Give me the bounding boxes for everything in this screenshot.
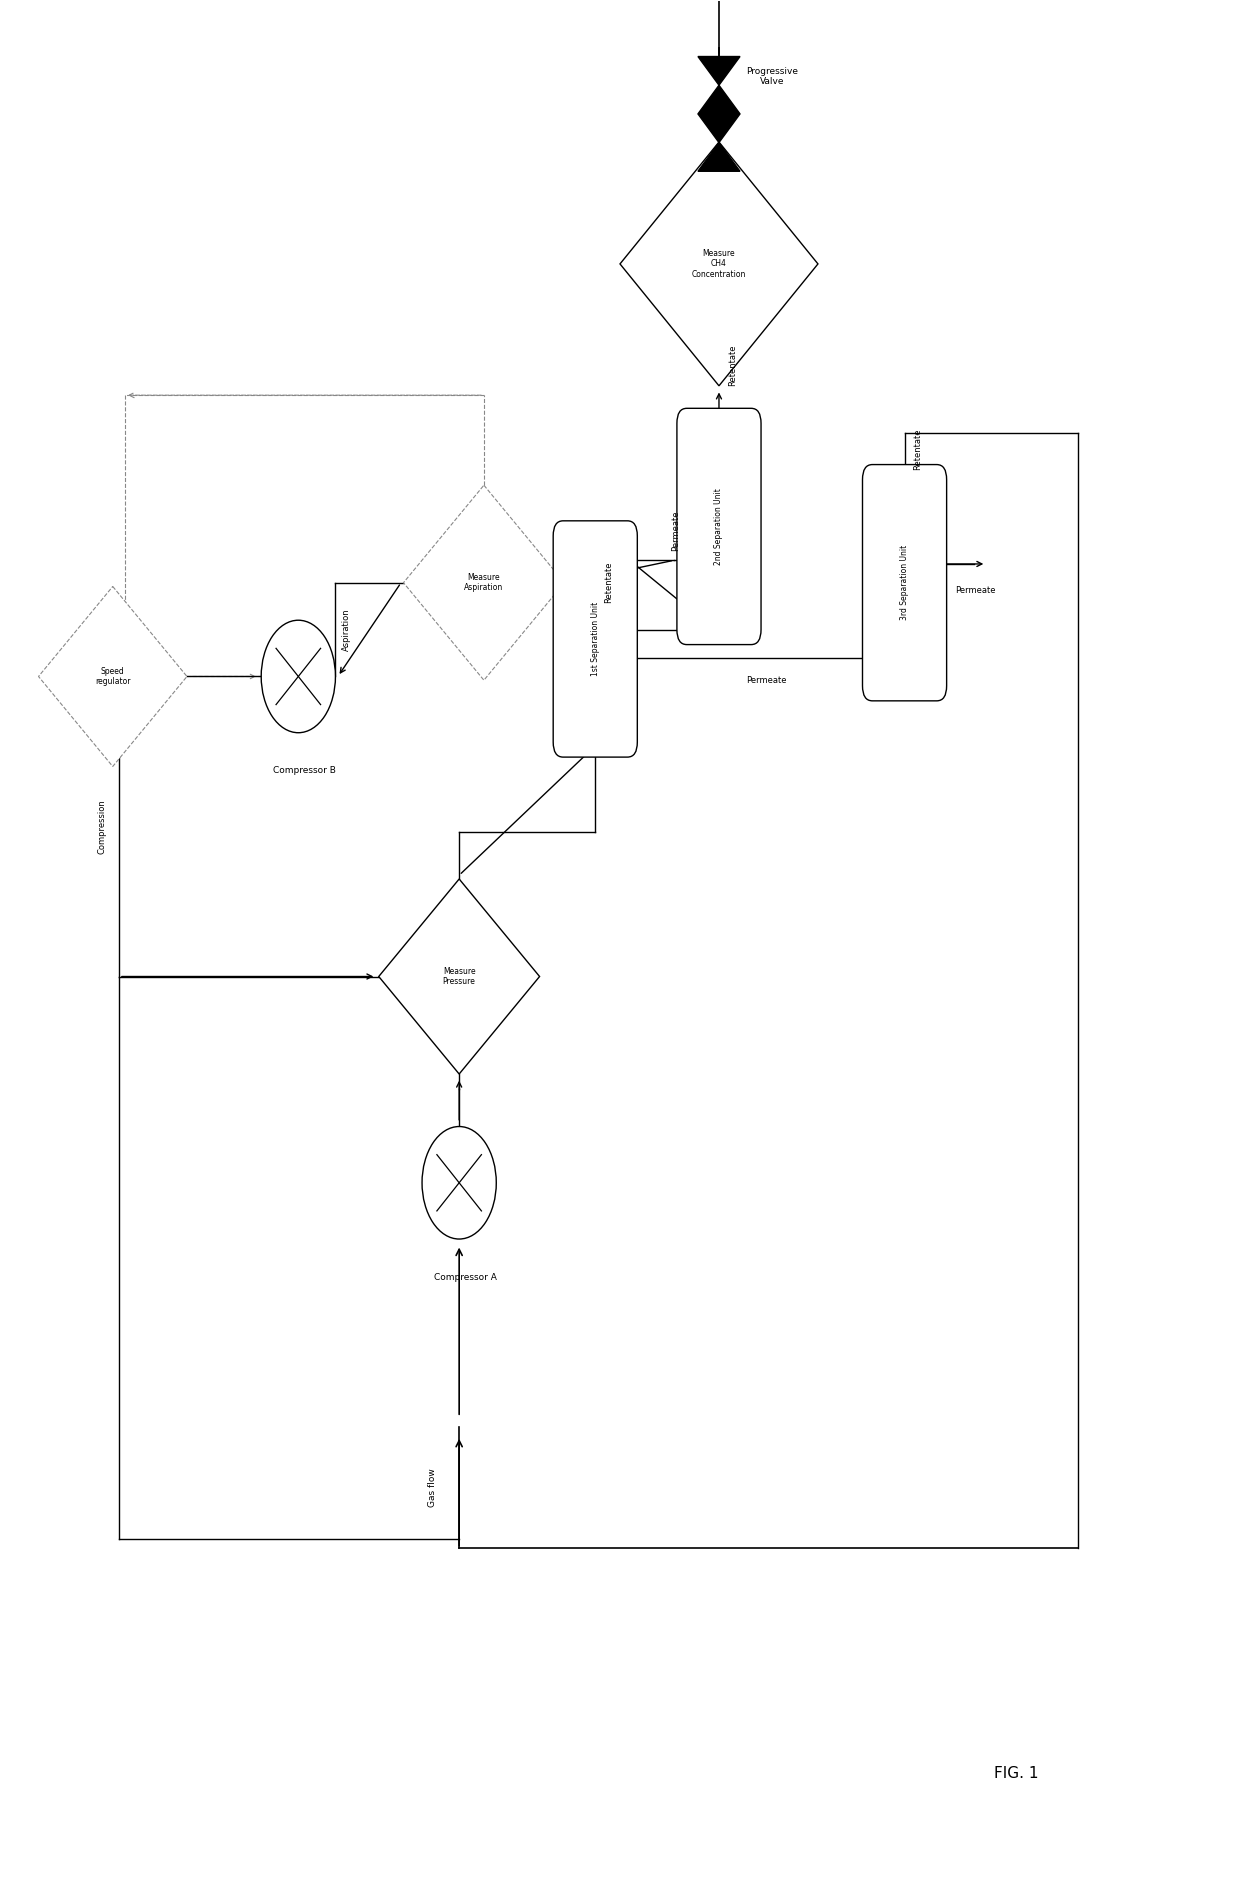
Polygon shape [698,56,740,85]
Text: Retentate: Retentate [728,344,737,385]
Text: Retentate: Retentate [604,562,613,603]
Text: Speed
regulator: Speed regulator [95,667,130,685]
Text: Aspiration: Aspiration [342,608,351,652]
Text: Gas flow: Gas flow [428,1469,436,1506]
Text: 3rd Separation Unit: 3rd Separation Unit [900,545,909,620]
Circle shape [262,620,336,732]
Text: Compression: Compression [98,800,107,854]
Text: Measure
CH4
Concentration: Measure CH4 Concentration [692,250,746,278]
Text: Progressive
Valve: Progressive Valve [746,68,799,86]
Polygon shape [403,485,564,680]
Text: Permeate: Permeate [955,586,996,595]
Text: Retentate: Retentate [913,428,923,470]
FancyBboxPatch shape [677,408,761,644]
Polygon shape [38,586,187,766]
Text: Measure
Pressure: Measure Pressure [443,967,476,986]
FancyBboxPatch shape [863,464,946,700]
Text: Compressor A: Compressor A [434,1273,497,1283]
Text: 2nd Separation Unit: 2nd Separation Unit [714,488,723,565]
Polygon shape [620,143,818,385]
Text: Permeate: Permeate [672,511,681,550]
Polygon shape [378,879,539,1074]
Circle shape [422,1127,496,1239]
Text: Compressor B: Compressor B [273,766,336,776]
Polygon shape [698,115,740,143]
Text: Permeate: Permeate [745,676,786,685]
Polygon shape [698,85,740,115]
Text: 1st Separation Unit: 1st Separation Unit [590,601,600,676]
Text: FIG. 1: FIG. 1 [993,1765,1038,1780]
FancyBboxPatch shape [553,520,637,757]
Polygon shape [698,143,740,171]
Text: Measure
Aspiration: Measure Aspiration [464,573,503,592]
